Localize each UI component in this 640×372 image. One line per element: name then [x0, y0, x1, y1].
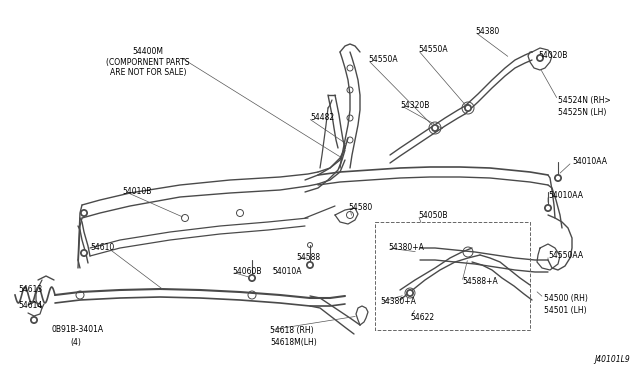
Text: 54501 (LH): 54501 (LH)	[544, 305, 587, 314]
Text: 54618M(LH): 54618M(LH)	[270, 337, 317, 346]
Circle shape	[466, 106, 470, 110]
Text: 54020B: 54020B	[538, 51, 568, 60]
Circle shape	[431, 124, 439, 132]
Text: 54010A: 54010A	[272, 267, 301, 276]
Circle shape	[433, 126, 437, 130]
Text: 54380+A: 54380+A	[380, 298, 416, 307]
Text: 54400M: 54400M	[132, 48, 163, 57]
Text: 54613: 54613	[18, 285, 42, 295]
Circle shape	[306, 261, 314, 269]
Text: 54380+A: 54380+A	[388, 244, 424, 253]
Text: 54550A: 54550A	[368, 55, 397, 64]
Circle shape	[250, 276, 254, 280]
Circle shape	[30, 316, 38, 324]
Text: 54610: 54610	[90, 244, 115, 253]
Text: (4): (4)	[70, 337, 81, 346]
Circle shape	[248, 274, 256, 282]
Text: 54482: 54482	[310, 113, 334, 122]
Circle shape	[544, 204, 552, 212]
Circle shape	[82, 211, 86, 215]
Circle shape	[538, 56, 542, 60]
Circle shape	[554, 174, 562, 182]
Text: 54614: 54614	[18, 301, 42, 310]
Circle shape	[464, 104, 472, 112]
Text: 54618 (RH): 54618 (RH)	[270, 326, 314, 334]
Text: ARE NOT FOR SALE): ARE NOT FOR SALE)	[109, 68, 186, 77]
Text: 54380: 54380	[475, 28, 499, 36]
Text: (COMPORNENT PARTS: (COMPORNENT PARTS	[106, 58, 189, 67]
Text: 54580: 54580	[348, 203, 372, 212]
Text: 54060B: 54060B	[232, 267, 262, 276]
Text: 54550A: 54550A	[418, 45, 447, 55]
Text: 54010AA: 54010AA	[548, 190, 583, 199]
Text: 54500 (RH): 54500 (RH)	[544, 294, 588, 302]
Text: 54588+A: 54588+A	[462, 278, 498, 286]
Circle shape	[546, 206, 550, 210]
Circle shape	[80, 249, 88, 257]
Circle shape	[406, 289, 414, 297]
Circle shape	[82, 251, 86, 255]
Text: 54050B: 54050B	[418, 211, 447, 219]
Circle shape	[32, 318, 36, 322]
Text: 54524N (RH>: 54524N (RH>	[558, 96, 611, 105]
Text: 54320B: 54320B	[400, 100, 429, 109]
Text: J40101L9: J40101L9	[595, 356, 630, 365]
Text: 0B91B-3401A: 0B91B-3401A	[52, 326, 104, 334]
Circle shape	[80, 209, 88, 217]
Circle shape	[408, 291, 412, 295]
Circle shape	[308, 263, 312, 267]
Circle shape	[536, 54, 544, 62]
Text: 54010B: 54010B	[122, 187, 152, 196]
Text: 54622: 54622	[410, 314, 434, 323]
Text: 54010AA: 54010AA	[572, 157, 607, 167]
Circle shape	[556, 176, 560, 180]
Text: 54588: 54588	[296, 253, 320, 263]
Text: 54525N (LH): 54525N (LH)	[558, 108, 606, 116]
Text: 54550AA: 54550AA	[548, 250, 583, 260]
